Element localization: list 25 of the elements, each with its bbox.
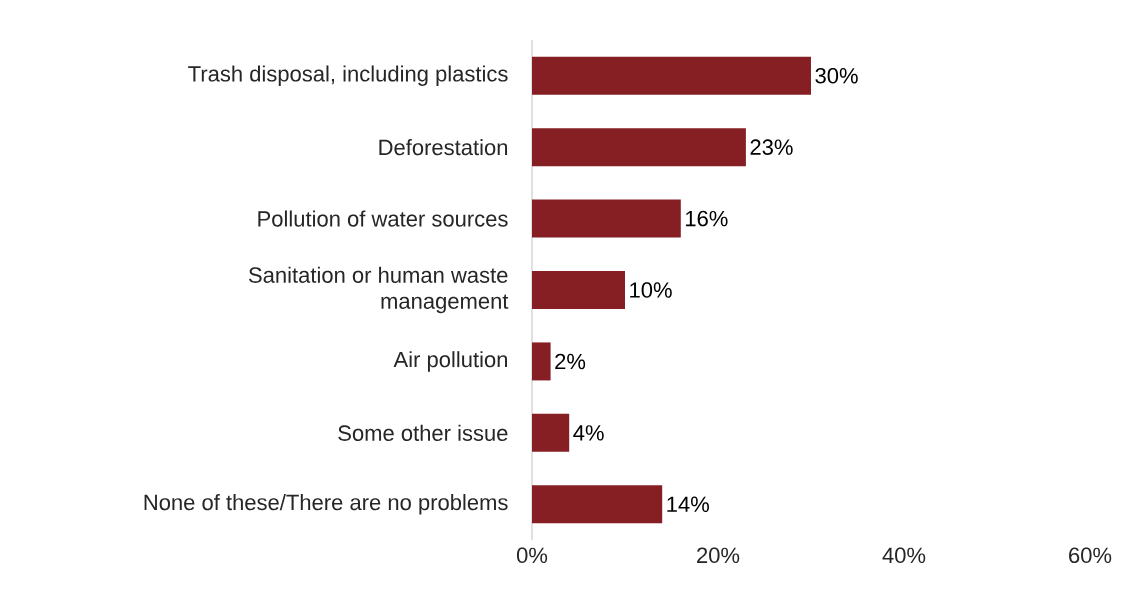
data-label: 4%	[573, 425, 604, 441]
y-tick-label: Some other issue	[338, 424, 508, 441]
y-tick-label: Pollution of water sources	[258, 210, 508, 227]
y-tick-label: Deforestation	[379, 139, 508, 156]
y-tick-label: Air pollution	[393, 351, 507, 372]
x-tick-label: 20%	[697, 547, 740, 564]
data-label: 14%	[667, 496, 709, 512]
bar	[532, 199, 681, 238]
y-tick-label: None of these/There are no problems	[144, 494, 508, 515]
y-tick-label: Sanitation or human waste management	[248, 266, 509, 314]
bar	[532, 485, 663, 524]
bar	[532, 413, 570, 452]
bar	[532, 56, 811, 95]
data-label: 23%	[750, 139, 793, 155]
y-tick-label: Trash disposal, including plastics	[188, 65, 508, 86]
data-label: 30%	[815, 67, 858, 84]
x-tick-label: 0%	[516, 547, 548, 564]
bar	[532, 128, 746, 167]
data-label: 10%	[630, 282, 672, 298]
x-tick-label: 60%	[1069, 547, 1112, 564]
data-label: 2%	[555, 353, 586, 370]
data-label: 16%	[686, 210, 728, 227]
x-tick-label: 40%	[882, 547, 926, 564]
bar	[532, 271, 625, 309]
bar	[532, 342, 551, 381]
